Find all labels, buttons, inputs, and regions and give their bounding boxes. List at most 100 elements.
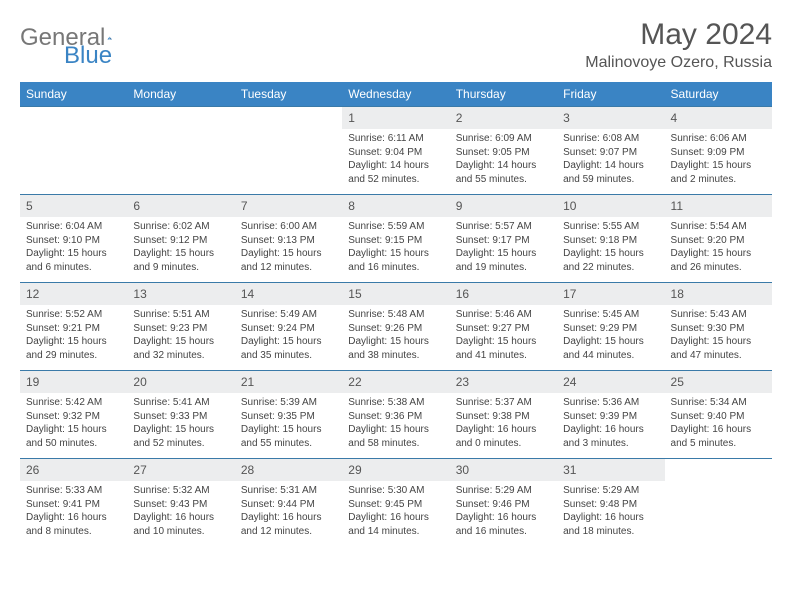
day-cell: 30Sunrise: 5:29 AMSunset: 9:46 PMDayligh… — [450, 459, 557, 547]
daylight-text: Daylight: 15 hours and 2 minutes. — [671, 159, 766, 186]
daylight-text: Daylight: 14 hours and 59 minutes. — [563, 159, 658, 186]
day-body: Sunrise: 6:08 AMSunset: 9:07 PMDaylight:… — [557, 129, 664, 192]
sunset-text: Sunset: 9:41 PM — [26, 498, 121, 512]
sunrise-text: Sunrise: 5:41 AM — [133, 396, 228, 410]
day-cell: 22Sunrise: 5:38 AMSunset: 9:36 PMDayligh… — [342, 371, 449, 459]
sunset-text: Sunset: 9:13 PM — [241, 234, 336, 248]
sunrise-text: Sunrise: 6:06 AM — [671, 132, 766, 146]
day-number: 24 — [557, 371, 664, 393]
sunrise-text: Sunrise: 5:31 AM — [241, 484, 336, 498]
daylight-text: Daylight: 16 hours and 8 minutes. — [26, 511, 121, 538]
logo: General Blue — [20, 24, 137, 52]
daylight-text: Daylight: 16 hours and 10 minutes. — [133, 511, 228, 538]
day-body: Sunrise: 6:02 AMSunset: 9:12 PMDaylight:… — [127, 217, 234, 280]
weekday-header: Saturday — [665, 82, 772, 107]
sunrise-text: Sunrise: 5:38 AM — [348, 396, 443, 410]
day-body: Sunrise: 5:57 AMSunset: 9:17 PMDaylight:… — [450, 217, 557, 280]
sunrise-text: Sunrise: 5:34 AM — [671, 396, 766, 410]
sunrise-text: Sunrise: 6:02 AM — [133, 220, 228, 234]
sunset-text: Sunset: 9:23 PM — [133, 322, 228, 336]
day-cell: 11Sunrise: 5:54 AMSunset: 9:20 PMDayligh… — [665, 195, 772, 283]
sunrise-text: Sunrise: 5:43 AM — [671, 308, 766, 322]
day-body: Sunrise: 5:31 AMSunset: 9:44 PMDaylight:… — [235, 481, 342, 544]
sunrise-text: Sunrise: 6:08 AM — [563, 132, 658, 146]
day-cell: 1Sunrise: 6:11 AMSunset: 9:04 PMDaylight… — [342, 107, 449, 195]
day-body: Sunrise: 5:48 AMSunset: 9:26 PMDaylight:… — [342, 305, 449, 368]
day-body: Sunrise: 5:34 AMSunset: 9:40 PMDaylight:… — [665, 393, 772, 456]
day-number: 25 — [665, 371, 772, 393]
day-number: 30 — [450, 459, 557, 481]
daylight-text: Daylight: 15 hours and 41 minutes. — [456, 335, 551, 362]
sunrise-text: Sunrise: 5:54 AM — [671, 220, 766, 234]
daylight-text: Daylight: 15 hours and 9 minutes. — [133, 247, 228, 274]
day-body: Sunrise: 5:54 AMSunset: 9:20 PMDaylight:… — [665, 217, 772, 280]
sunset-text: Sunset: 9:45 PM — [348, 498, 443, 512]
day-cell — [235, 107, 342, 195]
daylight-text: Daylight: 14 hours and 52 minutes. — [348, 159, 443, 186]
day-number: 16 — [450, 283, 557, 305]
daylight-text: Daylight: 16 hours and 3 minutes. — [563, 423, 658, 450]
sunrise-text: Sunrise: 6:00 AM — [241, 220, 336, 234]
day-number: 15 — [342, 283, 449, 305]
day-cell — [20, 107, 127, 195]
sunrise-text: Sunrise: 5:33 AM — [26, 484, 121, 498]
sunrise-text: Sunrise: 5:57 AM — [456, 220, 551, 234]
daylight-text: Daylight: 15 hours and 52 minutes. — [133, 423, 228, 450]
daylight-text: Daylight: 15 hours and 22 minutes. — [563, 247, 658, 274]
day-body: Sunrise: 5:29 AMSunset: 9:48 PMDaylight:… — [557, 481, 664, 544]
calendar-table: Sunday Monday Tuesday Wednesday Thursday… — [20, 82, 772, 547]
sunset-text: Sunset: 9:46 PM — [456, 498, 551, 512]
sunrise-text: Sunrise: 5:59 AM — [348, 220, 443, 234]
sunrise-text: Sunrise: 5:42 AM — [26, 396, 121, 410]
day-cell: 20Sunrise: 5:41 AMSunset: 9:33 PMDayligh… — [127, 371, 234, 459]
sunrise-text: Sunrise: 5:36 AM — [563, 396, 658, 410]
day-number: 9 — [450, 195, 557, 217]
sunset-text: Sunset: 9:29 PM — [563, 322, 658, 336]
weekday-header: Thursday — [450, 82, 557, 107]
sunset-text: Sunset: 9:26 PM — [348, 322, 443, 336]
week-row: 1Sunrise: 6:11 AMSunset: 9:04 PMDaylight… — [20, 107, 772, 195]
day-cell: 5Sunrise: 6:04 AMSunset: 9:10 PMDaylight… — [20, 195, 127, 283]
day-cell: 24Sunrise: 5:36 AMSunset: 9:39 PMDayligh… — [557, 371, 664, 459]
sunset-text: Sunset: 9:12 PM — [133, 234, 228, 248]
day-cell: 7Sunrise: 6:00 AMSunset: 9:13 PMDaylight… — [235, 195, 342, 283]
day-cell: 31Sunrise: 5:29 AMSunset: 9:48 PMDayligh… — [557, 459, 664, 547]
day-cell: 8Sunrise: 5:59 AMSunset: 9:15 PMDaylight… — [342, 195, 449, 283]
day-cell: 16Sunrise: 5:46 AMSunset: 9:27 PMDayligh… — [450, 283, 557, 371]
day-body: Sunrise: 6:00 AMSunset: 9:13 PMDaylight:… — [235, 217, 342, 280]
day-number: 18 — [665, 283, 772, 305]
sunset-text: Sunset: 9:30 PM — [671, 322, 766, 336]
day-number: 29 — [342, 459, 449, 481]
day-cell: 25Sunrise: 5:34 AMSunset: 9:40 PMDayligh… — [665, 371, 772, 459]
day-body: Sunrise: 6:09 AMSunset: 9:05 PMDaylight:… — [450, 129, 557, 192]
sunset-text: Sunset: 9:33 PM — [133, 410, 228, 424]
sunset-text: Sunset: 9:35 PM — [241, 410, 336, 424]
day-cell — [665, 459, 772, 547]
day-body: Sunrise: 5:43 AMSunset: 9:30 PMDaylight:… — [665, 305, 772, 368]
sunset-text: Sunset: 9:40 PM — [671, 410, 766, 424]
sunset-text: Sunset: 9:38 PM — [456, 410, 551, 424]
day-body: Sunrise: 5:41 AMSunset: 9:33 PMDaylight:… — [127, 393, 234, 456]
daylight-text: Daylight: 16 hours and 14 minutes. — [348, 511, 443, 538]
day-cell: 26Sunrise: 5:33 AMSunset: 9:41 PMDayligh… — [20, 459, 127, 547]
day-number: 6 — [127, 195, 234, 217]
weekday-header: Monday — [127, 82, 234, 107]
day-cell: 15Sunrise: 5:48 AMSunset: 9:26 PMDayligh… — [342, 283, 449, 371]
logo-text-2: Blue — [64, 42, 112, 70]
day-number: 4 — [665, 107, 772, 129]
day-body: Sunrise: 5:51 AMSunset: 9:23 PMDaylight:… — [127, 305, 234, 368]
day-number: 1 — [342, 107, 449, 129]
day-cell: 13Sunrise: 5:51 AMSunset: 9:23 PMDayligh… — [127, 283, 234, 371]
day-cell: 12Sunrise: 5:52 AMSunset: 9:21 PMDayligh… — [20, 283, 127, 371]
sunrise-text: Sunrise: 5:48 AM — [348, 308, 443, 322]
sunrise-text: Sunrise: 5:37 AM — [456, 396, 551, 410]
day-cell: 4Sunrise: 6:06 AMSunset: 9:09 PMDaylight… — [665, 107, 772, 195]
day-number: 13 — [127, 283, 234, 305]
sunrise-text: Sunrise: 5:46 AM — [456, 308, 551, 322]
daylight-text: Daylight: 16 hours and 0 minutes. — [456, 423, 551, 450]
daylight-text: Daylight: 15 hours and 26 minutes. — [671, 247, 766, 274]
sunrise-text: Sunrise: 5:55 AM — [563, 220, 658, 234]
day-cell: 28Sunrise: 5:31 AMSunset: 9:44 PMDayligh… — [235, 459, 342, 547]
sunset-text: Sunset: 9:21 PM — [26, 322, 121, 336]
sunrise-text: Sunrise: 5:49 AM — [241, 308, 336, 322]
